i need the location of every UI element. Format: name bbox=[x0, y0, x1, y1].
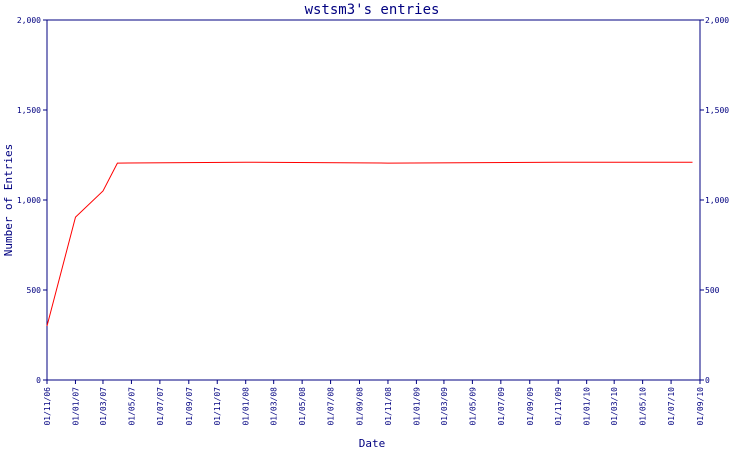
chart-title: wstsm3's entries bbox=[305, 2, 440, 18]
y-axis-label: Number of Entries bbox=[2, 144, 15, 257]
x-tick-label: 01/01/08 bbox=[242, 387, 251, 426]
x-tick-label: 01/07/10 bbox=[667, 387, 676, 426]
x-tick-label: 01/07/08 bbox=[327, 387, 336, 426]
y-tick-label: 1,500 bbox=[17, 106, 41, 115]
x-tick-label: 01/05/10 bbox=[639, 387, 648, 426]
x-tick-label: 01/09/10 bbox=[696, 387, 705, 426]
x-tick-label: 01/11/08 bbox=[384, 387, 393, 426]
y-tick-label: 2,000 bbox=[17, 16, 41, 25]
y-tick-label-right: 0 bbox=[705, 376, 710, 385]
y-tick-label: 0 bbox=[36, 376, 41, 385]
x-axis: 01/11/06 01/01/07 01/03/07 01/05/07 01/07/07… bbox=[43, 380, 705, 426]
y-tick-label-right: 500 bbox=[705, 286, 720, 295]
y-tick-label-right: 1,000 bbox=[705, 196, 729, 205]
y-axis-left: 0 500 1,000 1,500 2,000 bbox=[17, 16, 47, 385]
x-tick-label: 01/11/06 bbox=[43, 387, 52, 426]
x-tick-label: 01/05/09 bbox=[468, 387, 477, 426]
y-axis-right: 0 500 1,000 1,500 2,000 bbox=[700, 16, 729, 385]
x-tick-label: 01/01/10 bbox=[583, 387, 592, 426]
x-tick-label: 01/01/09 bbox=[412, 387, 421, 426]
x-tick-label: 01/03/07 bbox=[99, 387, 108, 426]
plot-frame bbox=[46, 19, 701, 381]
x-tick-label: 01/07/07 bbox=[156, 387, 165, 426]
x-tick-label: 01/11/07 bbox=[213, 387, 222, 426]
x-tick-label: 01/01/07 bbox=[71, 387, 80, 426]
x-tick-label: 01/09/09 bbox=[526, 387, 535, 426]
x-tick-label: 01/07/09 bbox=[497, 387, 506, 426]
x-tick-label: 01/03/09 bbox=[440, 387, 449, 426]
y-tick-label-right: 2,000 bbox=[705, 16, 729, 25]
x-tick-label: 01/03/10 bbox=[610, 387, 619, 426]
y-tick-label: 500 bbox=[27, 286, 42, 295]
x-axis-label: Date bbox=[359, 437, 386, 450]
x-tick-label: 01/05/08 bbox=[298, 387, 307, 426]
x-tick-label: 01/05/07 bbox=[127, 387, 136, 426]
series-line bbox=[46, 161, 693, 327]
y-tick-label: 1,000 bbox=[17, 196, 41, 205]
x-tick-label: 01/09/07 bbox=[185, 387, 194, 426]
x-tick-label: 01/09/08 bbox=[356, 387, 365, 426]
y-tick-label-right: 1,500 bbox=[705, 106, 729, 115]
x-tick-label: 01/11/09 bbox=[554, 387, 563, 426]
x-tick-label: 01/03/08 bbox=[270, 387, 279, 426]
